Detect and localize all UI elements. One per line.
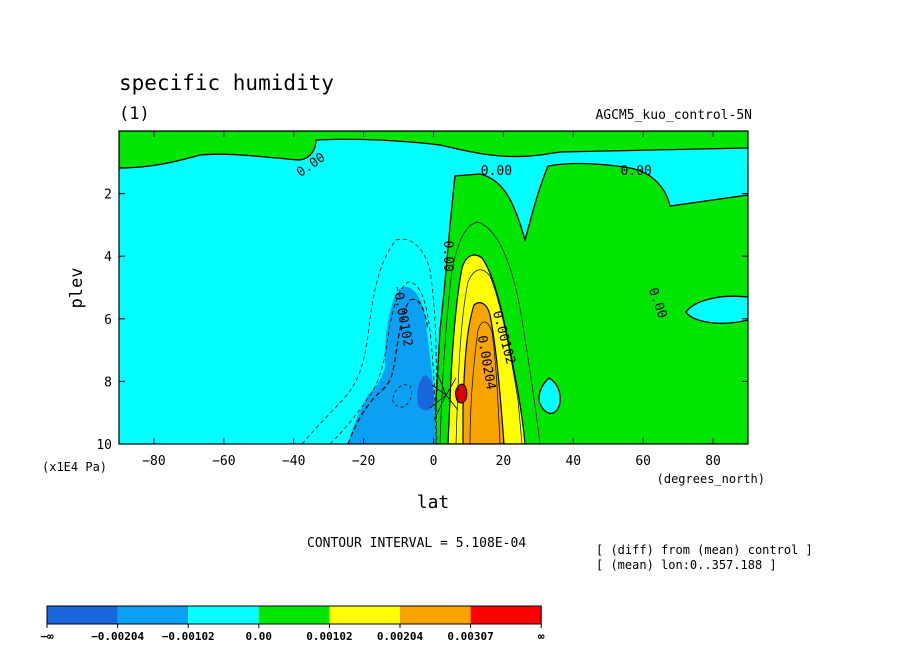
- plot-area: [119, 131, 748, 444]
- y-tick-label: 2: [104, 188, 112, 203]
- contour-interval-text: CONTOUR INTERVAL = 5.108E-04: [307, 536, 526, 551]
- note-line-2: [ (mean) lon:0..357.188 ]: [596, 558, 777, 572]
- x-axis: −80 −60 −40 −20 0 20 40 60 80: [142, 131, 721, 469]
- y-axis-units: (x1E4 Pa): [42, 460, 107, 474]
- colorbar: −∞ −0.00204 −0.00102 0.00 0.00102 0.00204 0.00…: [40, 605, 545, 643]
- contour-pos-thin-inner: [469, 321, 501, 444]
- colorbar-swatch: [329, 606, 400, 624]
- dataset-label: AGCM5_kuo_control-5N: [595, 108, 752, 123]
- x-tick-label: 60: [635, 454, 651, 469]
- x-tick-label: 0: [430, 454, 438, 469]
- contour-label: 0.00: [621, 164, 652, 179]
- note-line-1: [ (diff) from (mean) control ]: [596, 543, 813, 557]
- field-cyan-inner-right: [685, 295, 748, 324]
- contour-pos-thin-outer: [439, 221, 541, 444]
- contour-neg-small-loop: [392, 384, 412, 408]
- x-axis-label: lat: [417, 492, 450, 513]
- x-tick-label: 40: [565, 454, 581, 469]
- colorbar-label: 0.00102: [306, 630, 352, 643]
- field-level-neg-0.00204: [417, 375, 435, 411]
- y-tick-label: 4: [104, 250, 112, 265]
- contour-pos-thin-mid: [455, 269, 523, 444]
- contour-label: 0.00: [481, 164, 512, 179]
- colorbar-swatch: [400, 606, 471, 624]
- y-tick-label: 10: [96, 438, 112, 453]
- y-axis-label: plev: [67, 268, 87, 309]
- x-tick-label: −20: [352, 454, 375, 469]
- colorbar-label: −0.00102: [162, 630, 215, 643]
- field-positive-top-left: [119, 131, 748, 169]
- colorbar-label: 0.00204: [377, 630, 424, 643]
- field-level-0.00307: [455, 383, 468, 404]
- y-tick-label: 6: [104, 313, 112, 328]
- colorbar-swatch: [117, 606, 189, 624]
- colorbar-swatch: [47, 606, 118, 624]
- field-cyan-inner-lower: [538, 377, 561, 415]
- x-tick-label: −80: [142, 454, 165, 469]
- colorbar-label: −∞: [40, 630, 54, 643]
- chart-subtitle: (1): [119, 104, 150, 124]
- contour-neg-mid: [329, 281, 437, 444]
- field-level-neg-0.00102: [348, 286, 437, 444]
- x-tick-label: −40: [282, 454, 305, 469]
- y-axis: 2 4 6 8 10: [96, 188, 748, 453]
- chart-title: specific humidity: [119, 71, 334, 95]
- contour-convergence: [429, 374, 459, 421]
- x-tick-label: 20: [496, 454, 512, 469]
- colorbar-swatch: [188, 606, 259, 624]
- x-tick-label: 80: [705, 454, 721, 469]
- contour-neg-inner: [347, 298, 429, 444]
- y-tick-label: 8: [104, 375, 112, 390]
- colorbar-label: −0.00204: [91, 630, 144, 643]
- colorbar-label: 0.00307: [447, 630, 493, 643]
- colorbar-label: 0.00: [246, 630, 273, 643]
- colorbar-swatch: [470, 606, 542, 624]
- colorbar-label: ∞: [538, 630, 545, 643]
- contour-label: 0.00: [440, 241, 455, 272]
- colorbar-frame: [46, 605, 542, 625]
- colorbar-swatch: [258, 606, 330, 624]
- x-axis-units: (degrees_north): [657, 472, 765, 486]
- field-level-0.00204: [462, 302, 505, 444]
- x-tick-label: −60: [212, 454, 235, 469]
- contour-neg-outer: [301, 238, 438, 444]
